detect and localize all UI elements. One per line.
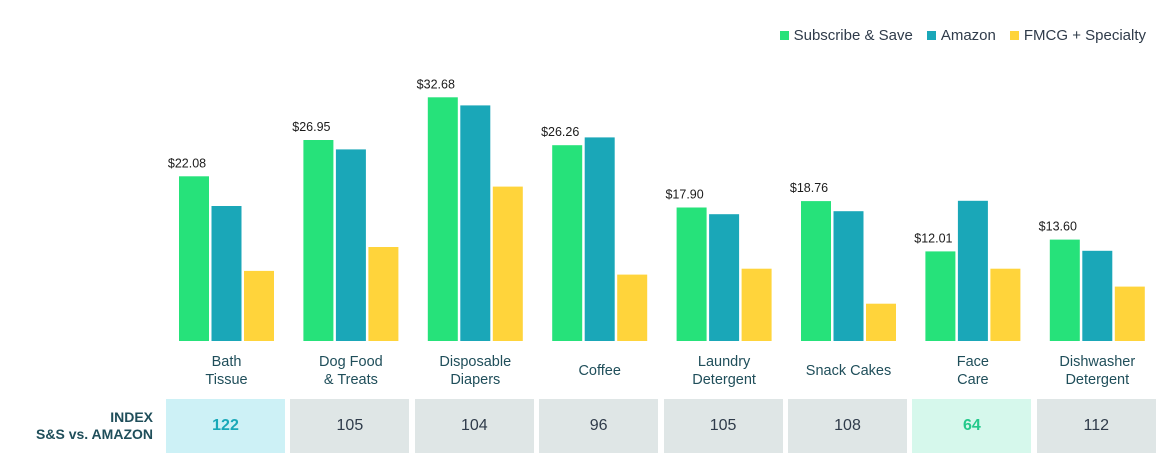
- category-label-line: Detergent: [1065, 372, 1130, 388]
- bar: [990, 268, 1021, 341]
- bar: [427, 97, 458, 341]
- bar: [179, 176, 209, 341]
- bar: [833, 211, 864, 341]
- category-label-line: Detergent: [692, 372, 756, 388]
- data-label: $32.68: [417, 77, 455, 91]
- bar: [1082, 250, 1113, 341]
- bar: [1049, 239, 1080, 341]
- bar: [709, 214, 740, 341]
- index-cell: 108: [788, 399, 907, 453]
- bar: [303, 140, 334, 341]
- category-label-line: Laundry: [697, 354, 751, 370]
- bar: [801, 201, 831, 341]
- bar: [211, 206, 242, 341]
- data-label: $12.01: [914, 231, 952, 245]
- category-label: Coffee: [540, 362, 660, 380]
- category-label-line: Dishwasher: [1059, 354, 1136, 370]
- category-label-line: Care: [957, 372, 989, 388]
- category-label: Snack Cakes: [789, 362, 909, 380]
- bar: [741, 268, 772, 341]
- category-label: Face Care: [913, 353, 1033, 389]
- category-label: Dog Food & Treats: [291, 353, 411, 389]
- legend: Subscribe & Save Amazon FMCG + Specialty: [779, 27, 1146, 44]
- category-label: Disposable Diapers: [415, 353, 535, 389]
- bar: [617, 274, 648, 341]
- category-label-line: Diapers: [450, 372, 501, 388]
- category-label: Dishwasher Detergent: [1037, 353, 1157, 389]
- legend-swatch: [779, 31, 789, 40]
- index-title-line1: INDEX: [110, 409, 153, 425]
- index-cell: 105: [290, 399, 410, 453]
- data-label: $22.08: [168, 156, 206, 170]
- category-label-line: Snack Cakes: [805, 363, 892, 379]
- bar: [866, 303, 896, 341]
- category-label-line: Bath: [211, 354, 242, 370]
- index-cell: 122: [166, 399, 285, 453]
- category-label-line: Tissue: [205, 372, 248, 388]
- legend-label: Amazon: [940, 27, 996, 44]
- legend-label: Subscribe & Save: [793, 27, 913, 44]
- legend-item: Amazon: [926, 27, 996, 44]
- bar: [1114, 286, 1145, 341]
- legend-item: Subscribe & Save: [779, 27, 913, 44]
- category-label-line: Face: [956, 354, 990, 370]
- bar-chart: $22.08 $26.95 $32.68 $26.26 $17.90 $18.76 $12.…: [168, 77, 1145, 342]
- bar: [335, 149, 366, 341]
- legend-label: FMCG + Specialty: [1023, 27, 1146, 44]
- legend-swatch: [1009, 31, 1019, 40]
- legend-item: FMCG + Specialty: [1009, 27, 1146, 44]
- index-cell: 64: [912, 399, 1032, 453]
- legend-swatch: [926, 31, 936, 40]
- data-label: $17.90: [665, 188, 703, 202]
- bar: [244, 270, 274, 341]
- index-cell: 112: [1036, 399, 1156, 453]
- category-label-line: Dog Food: [319, 354, 383, 370]
- index-cell: 105: [663, 399, 783, 453]
- bar: [492, 186, 523, 341]
- index-cell: 96: [539, 399, 659, 453]
- bar: [676, 207, 707, 341]
- index-row-title: INDEX S&S vs. AMAZON: [10, 409, 153, 443]
- category-label-line: Coffee: [578, 363, 621, 379]
- data-label: $13.60: [1039, 220, 1077, 234]
- data-label: $18.76: [790, 181, 828, 195]
- index-cell: 104: [414, 399, 534, 453]
- index-title-line2: S&S vs. AMAZON: [36, 426, 153, 442]
- category-label: Bath Tissue: [167, 353, 287, 389]
- bar: [552, 145, 583, 341]
- bar: [368, 247, 399, 341]
- data-label: $26.95: [292, 120, 330, 134]
- category-label-line: & Treats: [323, 372, 378, 388]
- data-label: $26.26: [541, 125, 579, 139]
- bar: [957, 200, 988, 341]
- bar: [584, 137, 615, 341]
- category-label: Laundry Detergent: [664, 353, 784, 389]
- bar: [925, 251, 956, 341]
- category-label-line: Disposable: [439, 354, 512, 370]
- bar: [460, 105, 491, 342]
